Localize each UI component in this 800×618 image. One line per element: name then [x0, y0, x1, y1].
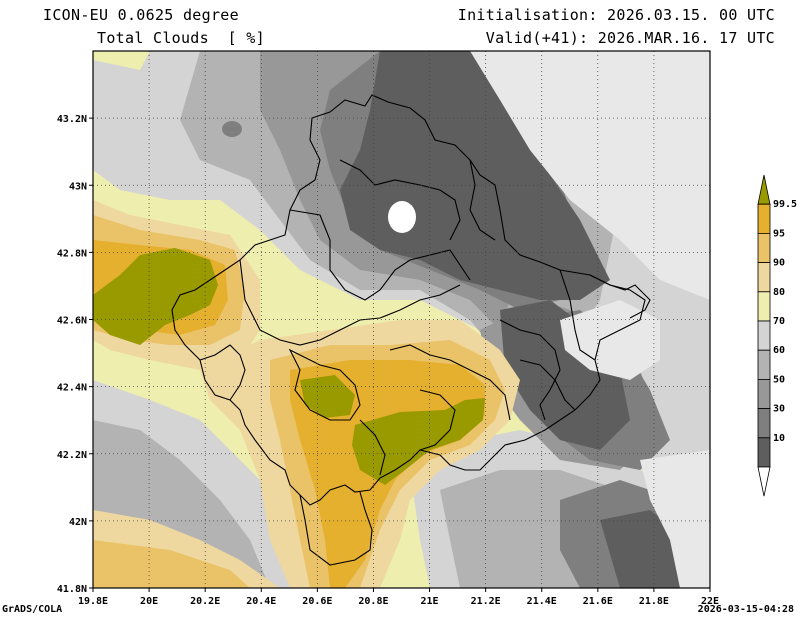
model-title: ICON-EU 0.0625 degree [43, 6, 239, 24]
border-outer [171, 94, 646, 506]
field-clear-se [640, 450, 710, 588]
border-inner-12 [469, 159, 496, 241]
colorbar-label: 99.5 [773, 199, 797, 210]
border-inner-2 [289, 209, 471, 301]
valid-time-label: Valid(+41): 2026.MAR.16. 17 UTC [485, 29, 775, 47]
border-inner-4 [389, 344, 511, 421]
colorbar-segment [757, 320, 771, 351]
lon-tick-label: 21.4E [527, 596, 557, 607]
cloud-field [93, 51, 710, 588]
colorbar: 99.5 95 90 80 70 60 50 30 10 [757, 174, 797, 497]
border-inner-3 [339, 159, 461, 241]
border-inner-13 [519, 359, 576, 411]
variable-title: Total Clouds [ %] [97, 29, 265, 47]
colorbar-bottom-arrow [757, 466, 771, 497]
lat-tick-label: 43N [69, 181, 87, 192]
border-inner-6 [359, 419, 386, 476]
lat-tick-label: 42.8N [57, 248, 87, 259]
colorbar-label: 50 [773, 374, 785, 385]
colorbar-label: 80 [773, 287, 785, 298]
latitude-axis: 43.2N 43N 42.8N 42.6N 42.4N 42.2N 42N 41.8N [57, 114, 93, 595]
colorbar-segment [757, 378, 771, 409]
field-clear-ne [470, 51, 710, 300]
colorbar-segment [757, 291, 771, 322]
colorbar-label: 60 [773, 345, 785, 356]
border-inner-11 [199, 344, 246, 401]
lat-tick-label: 42.6N [57, 316, 87, 327]
lon-tick-label: 21.6E [583, 596, 613, 607]
colorbar-label: 70 [773, 316, 785, 327]
colorbar-segment [757, 262, 771, 293]
field-very-dark-grey-e [500, 300, 630, 450]
lat-tick-label: 42.4N [57, 383, 87, 394]
border-inner-10 [589, 274, 651, 319]
field-olive-central-1 [300, 375, 355, 418]
field-olive-west [93, 248, 218, 345]
colorbar-label: 10 [773, 433, 785, 444]
border-inner-1 [239, 259, 461, 346]
field-clear-hole [388, 201, 416, 233]
field-very-dark-grey [340, 51, 610, 300]
lon-tick-label: 21E [421, 596, 439, 607]
lon-tick-label: 21.8E [639, 596, 669, 607]
lon-tick-label: 22E [701, 596, 719, 607]
colorbar-label: 90 [773, 258, 785, 269]
colorbar-segment [757, 232, 771, 263]
colorbar-top-arrow [757, 174, 771, 205]
field-clear-e [560, 300, 660, 380]
lon-tick-label: 20.4E [246, 596, 276, 607]
lon-tick-label: 20.2E [190, 596, 220, 607]
border-inner-9 [559, 269, 596, 361]
colorbar-segment [757, 437, 771, 468]
field-dark-spot-nw [222, 121, 242, 137]
country-borders [171, 94, 651, 566]
lat-lon-grid [93, 51, 710, 588]
lat-tick-label: 42.2N [57, 450, 87, 461]
field-light-orange-south [93, 540, 250, 588]
lon-tick-label: 20.6E [302, 596, 332, 607]
lat-tick-label: 43.2N [57, 114, 87, 125]
colorbar-label: 95 [773, 228, 785, 239]
initialisation-label: Initialisation: 2026.03.15. 00 UTC [457, 6, 775, 24]
creation-timestamp: 2026-03-15-04:28 [697, 604, 794, 615]
lon-tick-label: 19.8E [78, 596, 108, 607]
lon-tick-label: 20.8E [358, 596, 388, 607]
colorbar-segment [757, 203, 771, 234]
border-south [299, 491, 373, 566]
lat-tick-label: 41.8N [57, 584, 87, 595]
border-inner-8 [499, 319, 561, 421]
lon-tick-label: 20E [140, 596, 158, 607]
colorbar-segment [757, 349, 771, 380]
colorbar-segment [757, 408, 771, 439]
lon-tick-label: 21.2E [471, 596, 501, 607]
border-inner-5 [288, 348, 361, 421]
software-credit: GrADS/COLA [2, 604, 63, 615]
colorbar-label: 30 [773, 404, 785, 415]
border-inner-7 [419, 389, 456, 451]
lat-tick-label: 42N [69, 517, 87, 528]
field-olive-central-2 [352, 398, 485, 485]
longitude-axis: 19.8E 20E 20.2E 20.4E 20.6E 20.8E 21E 21.2E 21.4… [78, 588, 719, 607]
